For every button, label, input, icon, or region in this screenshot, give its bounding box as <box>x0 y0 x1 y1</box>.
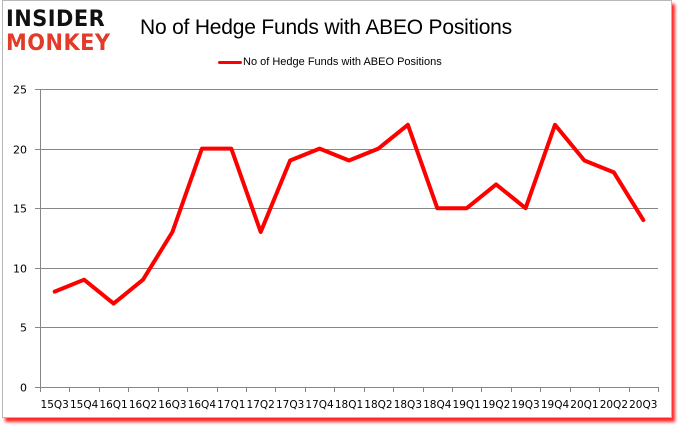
x-tick-label: 16Q3 <box>158 399 186 411</box>
x-tick-label: 16Q1 <box>99 399 127 411</box>
gridlines <box>40 89 658 328</box>
y-axis: 0 5 10 15 20 25 <box>13 84 41 395</box>
x-axis: 15Q3 15Q4 16Q1 16Q2 16Q3 16Q4 17Q1 17Q2 17Q3 17Q4… <box>40 387 659 411</box>
y-tick-label: 5 <box>20 322 27 335</box>
x-tick-label: 16Q4 <box>188 399 217 411</box>
x-tick-label: 16Q2 <box>129 399 157 411</box>
x-tick-label: 20Q1 <box>570 399 598 411</box>
y-tick-label: 20 <box>13 144 27 157</box>
y-tick-label: 15 <box>13 203 27 216</box>
insider-monkey-logo: INSIDER MONKEY <box>6 7 126 55</box>
x-tick-label: 20Q2 <box>600 399 628 411</box>
x-tick-label: 18Q2 <box>364 399 392 411</box>
x-tick-label: 19Q4 <box>541 399 570 411</box>
x-tick-label: 18Q1 <box>335 399 363 411</box>
chart-legend: No of Hedge Funds with ABEO Positions <box>218 56 442 68</box>
y-tick-label: 25 <box>13 84 27 97</box>
x-tick-label: 17Q2 <box>247 399 275 411</box>
x-tick-label: 17Q3 <box>276 399 304 411</box>
x-tick-label: 17Q1 <box>217 399 245 411</box>
x-tick-label: 18Q3 <box>394 399 422 411</box>
y-tick-label: 10 <box>13 263 27 276</box>
logo-line-1: INSIDER <box>6 7 106 32</box>
x-tick-label: 18Q4 <box>423 399 452 411</box>
series-line <box>52 122 646 306</box>
chart-title: No of Hedge Funds with ABEO Positions <box>140 16 512 39</box>
legend-label: No of Hedge Funds with ABEO Positions <box>243 56 442 68</box>
x-tick-label: 19Q3 <box>511 399 539 411</box>
x-tick-label: 15Q4 <box>70 399 99 411</box>
y-tick-label: 0 <box>20 382 27 395</box>
x-tick-label: 19Q1 <box>453 399 481 411</box>
x-tick-label: 20Q3 <box>629 399 657 411</box>
logo-line-2: MONKEY <box>6 31 111 56</box>
x-tick-label: 19Q2 <box>482 399 510 411</box>
x-tick-label: 17Q4 <box>305 399 334 411</box>
x-tick-label: 15Q3 <box>41 399 69 411</box>
legend-line-swatch-icon <box>218 60 242 64</box>
